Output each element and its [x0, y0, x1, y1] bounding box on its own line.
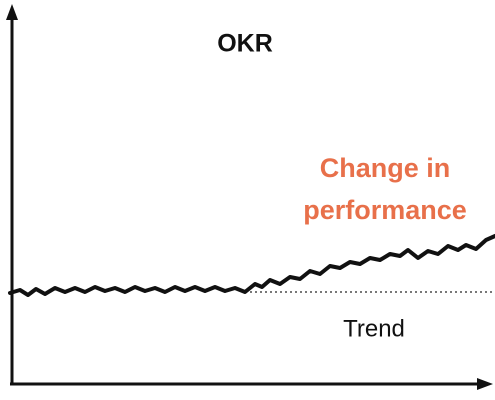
annotation-line: performance	[303, 195, 467, 225]
title: OKR	[217, 30, 273, 58]
y-axis-arrow	[6, 4, 18, 20]
annotation-line: Change in	[320, 153, 451, 183]
trend-label: Trend	[343, 315, 405, 342]
x-axis-arrow	[477, 378, 493, 390]
performance-line	[8, 234, 495, 297]
